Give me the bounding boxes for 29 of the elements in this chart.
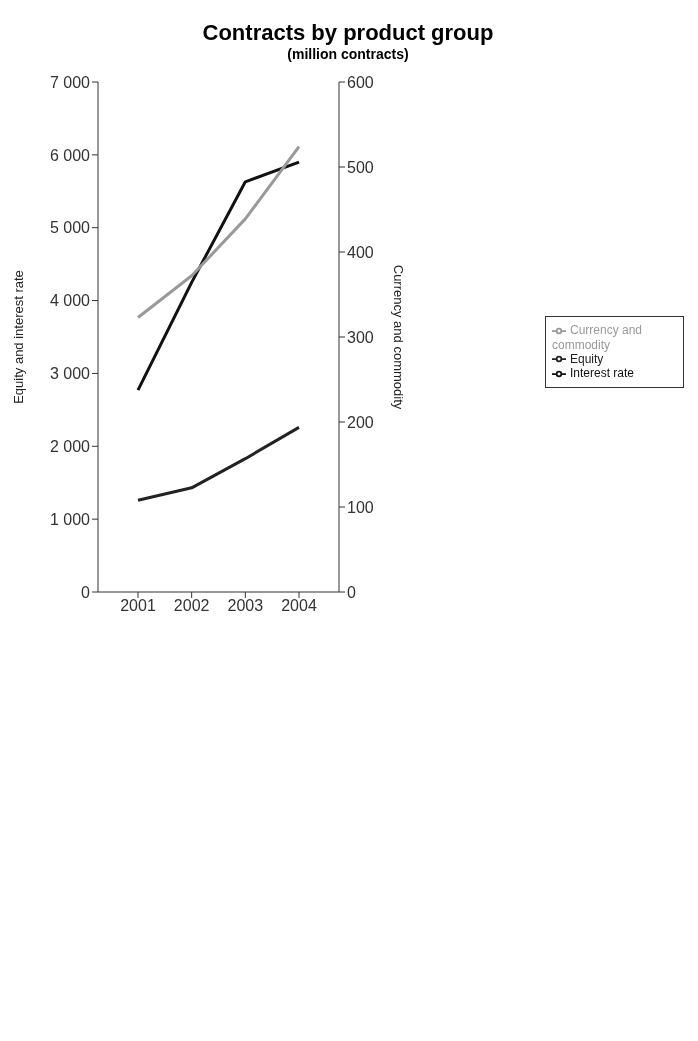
y2-axis-title: Currency and commodity [391,264,407,410]
x-tick-label: 2003 [227,597,264,615]
line-series [136,145,301,319]
chart-subtitle: (million contracts) [286,46,410,62]
y-tick-label: 5 000 [49,219,91,237]
y-tick-label: 2 000 [49,437,91,455]
legend-label: Currency and commodity [552,322,643,352]
line-series [136,160,301,392]
legend-label: Equity [570,351,604,366]
y2-tick-label: 600 [347,73,374,91]
y2-tick-label: 500 [347,158,374,176]
y2-tick-label: 300 [347,328,374,346]
y-axis-title: Equity and interest rate [10,270,26,404]
y-tick-label: 7 000 [49,73,91,91]
y2-tick-label: 200 [347,413,374,431]
y-tick-label: 3 000 [49,365,91,383]
x-tick-label: 2002 [173,597,210,615]
x-tick-label: 2001 [120,597,156,615]
y-tick-label: 4 000 [49,292,91,310]
chart-title: Contracts by product group [201,20,495,46]
x-tick-label: 2004 [281,597,317,615]
y2-tick-label: 0 [347,583,356,601]
y-tick-label: 1 000 [49,510,91,528]
y-tick-label: 0 [81,583,91,601]
y-tick-label: 6 000 [49,146,91,164]
legend-label: Interest rate [570,366,635,381]
line-series [136,425,301,502]
y2-tick-label: 100 [347,498,374,516]
y2-tick-label: 400 [347,243,374,261]
